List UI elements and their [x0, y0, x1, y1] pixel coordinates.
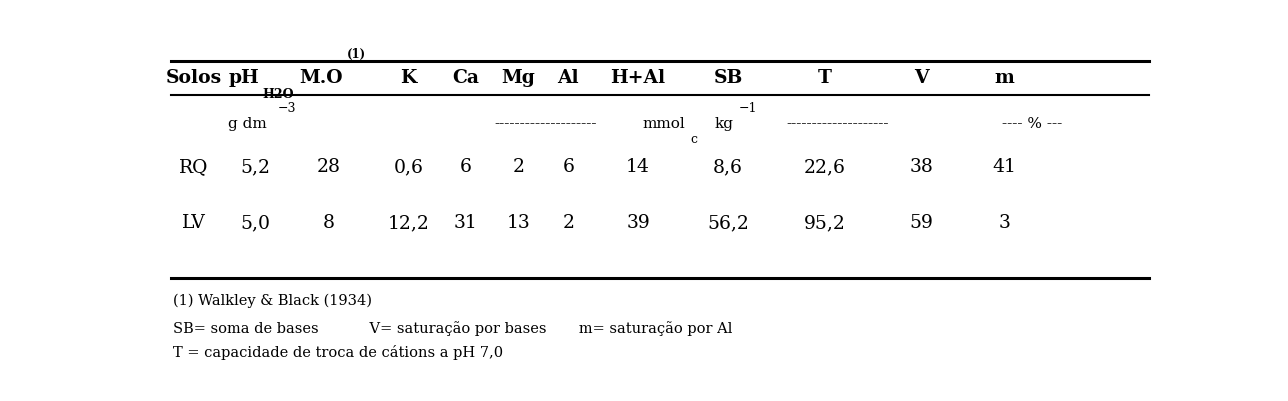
Text: K: K — [401, 69, 417, 87]
Text: 31: 31 — [453, 214, 478, 231]
Text: g dm: g dm — [228, 117, 267, 131]
Text: −1: −1 — [739, 102, 757, 115]
Text: kg: kg — [715, 117, 733, 131]
Text: LV: LV — [182, 214, 206, 231]
Text: --------------------: -------------------- — [787, 117, 889, 131]
Text: 2: 2 — [513, 158, 524, 176]
Text: 2: 2 — [563, 214, 574, 231]
Text: H+Al: H+Al — [611, 69, 666, 87]
Text: pH: pH — [228, 69, 259, 87]
Text: 28: 28 — [317, 158, 341, 176]
Text: m: m — [994, 69, 1015, 87]
Text: Solos: Solos — [166, 69, 222, 87]
Text: (1): (1) — [346, 48, 366, 61]
Text: (1) Walkley & Black (1934): (1) Walkley & Black (1934) — [173, 293, 372, 307]
Text: 22,6: 22,6 — [804, 158, 846, 176]
Text: 41: 41 — [993, 158, 1016, 176]
Text: 5,2: 5,2 — [241, 158, 270, 176]
Text: ---- % ---: ---- % --- — [1002, 117, 1063, 131]
Text: H2O: H2O — [261, 88, 294, 101]
Text: RQ: RQ — [179, 158, 209, 176]
Text: 13: 13 — [506, 214, 531, 231]
Text: 8: 8 — [323, 214, 335, 231]
Text: 6: 6 — [563, 158, 574, 176]
Text: Mg: Mg — [501, 69, 536, 87]
Text: 5,0: 5,0 — [241, 214, 270, 231]
Text: SB: SB — [714, 69, 743, 87]
Text: 14: 14 — [626, 158, 650, 176]
Text: 38: 38 — [909, 158, 934, 176]
Text: 3: 3 — [998, 214, 1010, 231]
Text: T: T — [818, 69, 832, 87]
Text: SB= soma de bases           V= saturação por bases       m= saturação por Al: SB= soma de bases V= saturação por bases… — [173, 320, 733, 335]
Text: M.O: M.O — [299, 69, 343, 87]
Text: mmol: mmol — [643, 117, 685, 131]
Text: V: V — [914, 69, 929, 87]
Text: Al: Al — [558, 69, 580, 87]
Text: Ca: Ca — [452, 69, 479, 87]
Text: 59: 59 — [909, 214, 934, 231]
Text: --------------------: -------------------- — [495, 117, 596, 131]
Text: −3: −3 — [277, 102, 296, 115]
Text: c: c — [690, 133, 698, 146]
Text: 6: 6 — [460, 158, 471, 176]
Text: 56,2: 56,2 — [707, 214, 748, 231]
Text: T = capacidade de troca de cátions a pH 7,0: T = capacidade de troca de cátions a pH … — [173, 344, 504, 359]
Text: 8,6: 8,6 — [714, 158, 743, 176]
Text: 39: 39 — [626, 214, 650, 231]
Text: 0,6: 0,6 — [394, 158, 424, 176]
Text: 12,2: 12,2 — [388, 214, 429, 231]
Text: 95,2: 95,2 — [804, 214, 846, 231]
